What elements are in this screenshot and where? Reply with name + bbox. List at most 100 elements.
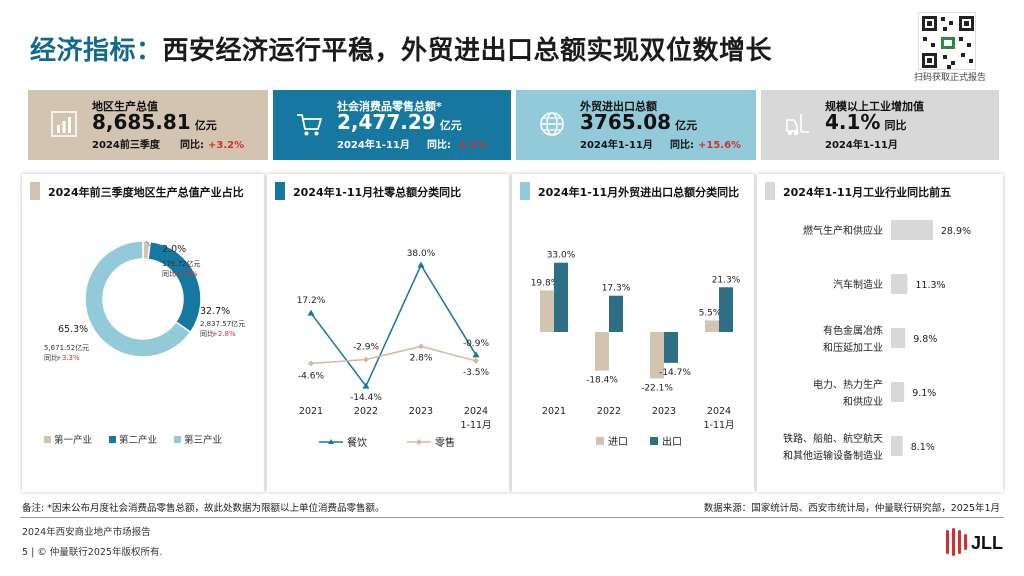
kpi-unit: 同比 (884, 119, 907, 132)
category-label: 有色金属冶炼 (823, 324, 883, 337)
data-label: 38.0% (407, 249, 436, 259)
panel-title-marker (30, 182, 40, 200)
x-tick-sublabel: 1-11月 (460, 420, 491, 431)
bar-chart-icon (51, 111, 77, 137)
amount-label: 176.72亿元 (162, 259, 201, 268)
data-point (362, 382, 370, 389)
qr-code[interactable] (918, 12, 976, 70)
panel-title-marker (520, 182, 530, 200)
kpi-yoy-value: -1.1% (455, 140, 487, 151)
amount-label: 2,837.57亿元 (200, 319, 245, 328)
category-label: 电力、热力生产 (813, 378, 883, 391)
data-label: -3.5% (463, 368, 490, 378)
kpi-unit: 亿元 (675, 119, 698, 132)
yoy-value: +3.3% (56, 354, 80, 362)
bar (891, 328, 906, 348)
yoy-label: 同比 (162, 269, 176, 278)
kpi-name: 地区生产总值 (92, 100, 158, 113)
category-label: 汽车制造业 (833, 278, 883, 291)
globe-icon (540, 112, 564, 136)
bar (595, 332, 609, 371)
footnote: 备注: *因未公布月度社会消费品零售总额，故此处数据为限额以上单位消费品零售额。 (22, 503, 385, 514)
kpi-yoy-label: 同比: (180, 140, 204, 151)
bar (664, 332, 678, 363)
panel-title: 2024年1-11月社零总额分类同比 (293, 186, 462, 199)
data-label: 11.3% (915, 280, 945, 291)
kpi-card-gdp: 地区生产总值 8,685.81 亿元 2024前三季度 同比: +3.2% (28, 90, 268, 160)
data-point (417, 261, 425, 268)
data-label: -2.9% (353, 343, 380, 353)
bar (554, 262, 568, 332)
donut-slice (147, 240, 202, 334)
legend-swatch (44, 436, 51, 443)
category-label: 铁路、船舶、航空航天 (783, 432, 883, 445)
bar (891, 220, 933, 240)
panel-title: 2024年前三季度地区生产总值产业占比 (48, 186, 244, 199)
kpi-value-number: 8,685.81 (92, 110, 191, 134)
series-line (310, 263, 477, 388)
yoy-label: 同比 (200, 329, 214, 338)
kpi-name: 社会消费品零售总额* (337, 100, 442, 113)
bar (891, 274, 908, 294)
forklift-icon (786, 114, 809, 136)
data-point (473, 357, 479, 364)
data-point (418, 343, 424, 350)
jll-logo: JLL (944, 526, 1012, 562)
category-label: 和压延加工业 (823, 342, 883, 354)
legend-label: 第二产业 (119, 434, 157, 446)
x-tick-sublabel: 1-11月 (703, 420, 734, 431)
page-number: 5 | © 仲量联行2025年版权所有. (22, 547, 163, 558)
legend-label: 出口 (662, 435, 682, 448)
legend-swatch (174, 436, 181, 443)
jll-logo-graphic: JLL (946, 528, 1003, 556)
qr-code-graphic (922, 16, 974, 69)
legend-label: 餐饮 (347, 436, 367, 449)
kpi-value-number: 2,477.29 (337, 110, 436, 134)
data-label: -14.7% (659, 368, 691, 378)
x-tick-label: 2024 (707, 406, 731, 417)
kpi-value: 3765.08 亿元 (580, 110, 697, 134)
report-name: 2024年西安商业地产市场报告 (22, 527, 151, 538)
data-point (308, 360, 314, 367)
category-label: 燃气生产和供应业 (803, 224, 883, 237)
kpi-unit: 亿元 (194, 119, 217, 132)
x-tick-label: 2023 (409, 406, 433, 417)
kpi-value: 8,685.81 亿元 (92, 110, 217, 134)
kpi-name: 外贸进出口总额 (580, 100, 657, 113)
kpi-unit: 亿元 (439, 119, 462, 132)
data-label: 21.3% (712, 275, 741, 285)
title-highlight: 经济指标： (30, 36, 163, 66)
bar (540, 290, 554, 332)
bar (719, 287, 733, 332)
x-tick-label: 2021 (542, 406, 566, 417)
kpi-period: 2024年1-11月 (825, 140, 898, 151)
kpi-name: 规模以上工业增加值 (825, 100, 924, 113)
bar (609, 295, 623, 332)
legend-label: 第一产业 (54, 434, 92, 446)
kpi-card-trade: 外贸进出口总额 3765.08 亿元 2024年1-11月 同比: +15.6% (516, 90, 756, 160)
panel-industry-top5: 2024年1-11月工业行业同比前五 燃气生产和供应业 28.9% 汽车制造业 11.… (757, 174, 1003, 492)
jll-logo-text: JLL (971, 533, 1003, 553)
kpi-period: 2024前三季度 (92, 140, 160, 151)
page-title: 经济指标：西安经济运行平稳，外贸进出口总额实现双位数增长 (30, 30, 772, 67)
data-label: 17.3% (602, 284, 631, 294)
panel-title-marker (765, 182, 775, 200)
kpi-period: 2024年1-11月 (337, 140, 410, 151)
data-label: 9.8% (913, 334, 937, 345)
leader-line (145, 240, 151, 247)
kpi-period: 2024年1-11月 (580, 140, 653, 151)
kpi-yoy: 同比: +3.2% (180, 136, 244, 151)
kpi-yoy-value: +3.2% (208, 140, 245, 151)
data-source: 数据来源：国家统计局、西安市统计局，仲量联行研究部，2025年1月 (703, 503, 1000, 514)
data-label: 8.1% (911, 442, 935, 453)
panel-gdp-structure: 2024年前三季度地区生产总值产业占比 2.0% 176.72亿元 同比 +3.0% 3… (22, 174, 264, 492)
legend-marker (416, 439, 422, 445)
kpi-yoy-label: 同比: (670, 140, 694, 151)
kpi-value: 4.1% 同比 (825, 110, 906, 134)
kpi-value-number: 4.1% (825, 110, 881, 134)
legend-label: 进口 (608, 436, 628, 448)
panel-trade-yoy: 2024年1-11月外贸进出口总额分类同比 19.8% -18.4% -22.1% 5… (512, 174, 754, 492)
yoy-value: +2.8% (212, 330, 236, 338)
data-label: 33.0% (547, 251, 576, 261)
